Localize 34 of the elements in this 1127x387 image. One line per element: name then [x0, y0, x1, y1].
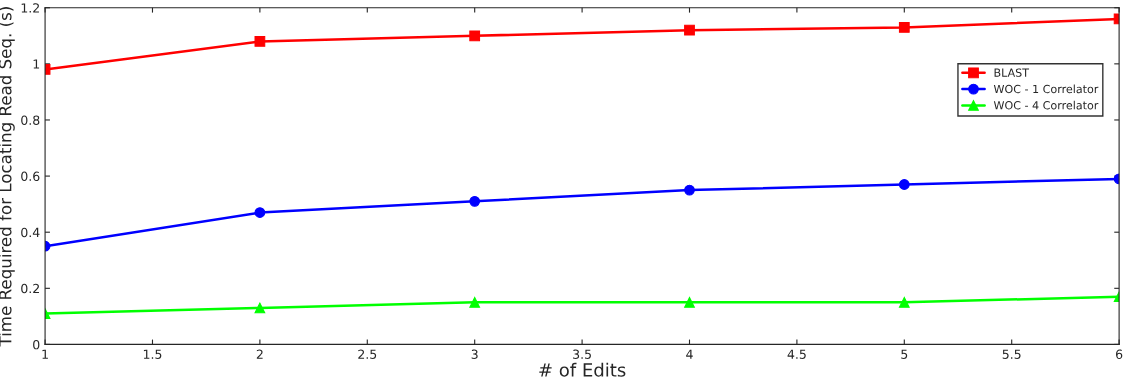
- y-tick-label: 0.8: [21, 115, 40, 125]
- y-tick-label: 0.4: [21, 227, 40, 238]
- x-tick-label: 1: [42, 349, 48, 359]
- y-tick-label: 0.6: [21, 171, 40, 182]
- x-tick-label: 2: [256, 349, 263, 359]
- point: [469, 195, 481, 207]
- x-tick-label: 5: [901, 349, 908, 359]
- legend-label: WOC - 1 Correlator: [993, 84, 1099, 94]
- point: [469, 296, 481, 308]
- point: [254, 36, 266, 47]
- legend-label: WOC - 4 Correlator: [993, 100, 1099, 110]
- x-tick-label: 2.5: [358, 349, 377, 359]
- y-tick-label: 0.2: [21, 283, 39, 294]
- point: [898, 179, 910, 190]
- point: [254, 302, 266, 314]
- x-tick-label: 1.5: [143, 349, 162, 359]
- x-tick-label: 3: [471, 349, 478, 359]
- x-axis-title: # of Edits: [539, 362, 626, 377]
- x-tick-label: 5.5: [1002, 349, 1021, 359]
- x-tick-label: 4.5: [787, 349, 806, 359]
- y-tick-label: 1.2: [21, 3, 39, 13]
- y-tick-label: 1: [33, 59, 40, 69]
- x-tick-label: 6: [1116, 349, 1123, 359]
- point: [898, 296, 910, 308]
- point: [898, 22, 910, 33]
- y-tick-label: 0: [33, 339, 40, 350]
- point: [684, 24, 695, 36]
- point: [684, 296, 695, 308]
- legend-label: BLAST: [994, 68, 1030, 77]
- x-tick-label: 4: [686, 349, 693, 359]
- point: [684, 184, 695, 196]
- x-tick-label: 3.5: [573, 349, 591, 359]
- point: [469, 30, 481, 42]
- point: [254, 207, 266, 218]
